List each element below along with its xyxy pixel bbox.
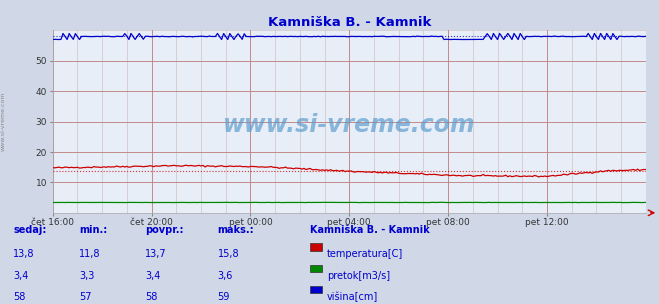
Text: maks.:: maks.:: [217, 225, 254, 235]
Text: temperatura[C]: temperatura[C]: [327, 249, 403, 259]
Text: 13,8: 13,8: [13, 249, 35, 259]
Text: 59: 59: [217, 292, 230, 302]
Text: sedaj:: sedaj:: [13, 225, 47, 235]
Text: 3,4: 3,4: [145, 271, 160, 281]
Text: 58: 58: [13, 292, 26, 302]
Text: višina[cm]: višina[cm]: [327, 292, 378, 302]
Title: Kamniška B. - Kamnik: Kamniška B. - Kamnik: [268, 16, 431, 29]
Text: min.:: min.:: [79, 225, 107, 235]
Text: 57: 57: [79, 292, 92, 302]
Text: povpr.:: povpr.:: [145, 225, 183, 235]
Text: 3,6: 3,6: [217, 271, 233, 281]
Text: 58: 58: [145, 292, 158, 302]
Text: 11,8: 11,8: [79, 249, 101, 259]
Text: 3,3: 3,3: [79, 271, 94, 281]
Text: www.si-vreme.com: www.si-vreme.com: [1, 92, 6, 151]
Text: pretok[m3/s]: pretok[m3/s]: [327, 271, 390, 281]
Text: 13,7: 13,7: [145, 249, 167, 259]
Text: Kamniška B. - Kamnik: Kamniška B. - Kamnik: [310, 225, 430, 235]
Text: 15,8: 15,8: [217, 249, 239, 259]
Text: www.si-vreme.com: www.si-vreme.com: [223, 113, 476, 137]
Text: 3,4: 3,4: [13, 271, 28, 281]
